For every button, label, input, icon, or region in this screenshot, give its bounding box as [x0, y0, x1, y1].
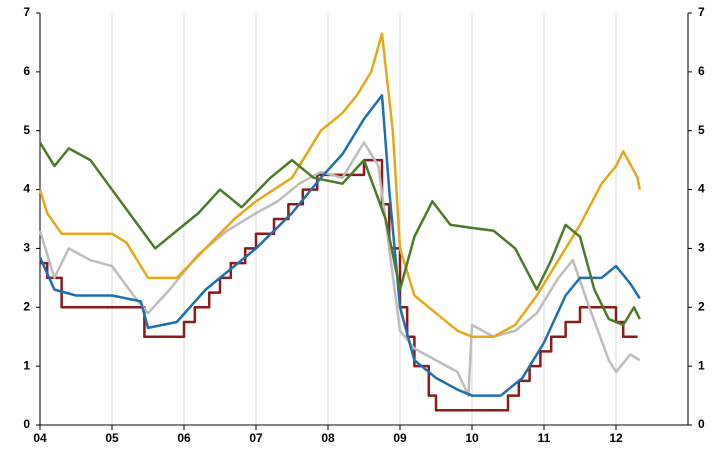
y2-tick-label: 1	[698, 358, 705, 372]
y2-tick-label: 2	[698, 299, 705, 313]
x-tick-label: 05	[105, 431, 119, 445]
series-line	[38, 141, 641, 327]
y2-tick-label: 5	[698, 123, 705, 137]
series-line	[38, 141, 641, 397]
x-tick-label: 08	[321, 431, 335, 445]
x-tick-label: 06	[177, 431, 191, 445]
x-tick-label: 12	[609, 431, 623, 445]
y2-tick-label: 0	[698, 417, 705, 431]
y-tick-label: 4	[23, 182, 30, 196]
x-tick-label: 10	[465, 431, 479, 445]
series-line	[40, 158, 638, 412]
y-tick-label: 1	[23, 358, 30, 372]
y2-tick-label: 3	[698, 241, 705, 255]
y-tick-label: 0	[23, 417, 30, 431]
y-tick-label: 6	[23, 64, 30, 78]
x-tick-label: 04	[33, 431, 47, 445]
series-line	[38, 32, 641, 338]
y2-tick-label: 4	[698, 182, 705, 196]
x-tick-label: 09	[393, 431, 407, 445]
y-tick-label: 2	[23, 299, 30, 313]
y-tick-label: 7	[23, 5, 30, 19]
series-line	[38, 94, 641, 397]
y2-tick-label: 7	[698, 5, 705, 19]
y-tick-label: 3	[23, 241, 30, 255]
y2-tick-label: 6	[698, 64, 705, 78]
x-tick-label: 07	[249, 431, 263, 445]
x-tick-label: 11	[538, 431, 551, 445]
y-tick-label: 5	[23, 123, 30, 137]
